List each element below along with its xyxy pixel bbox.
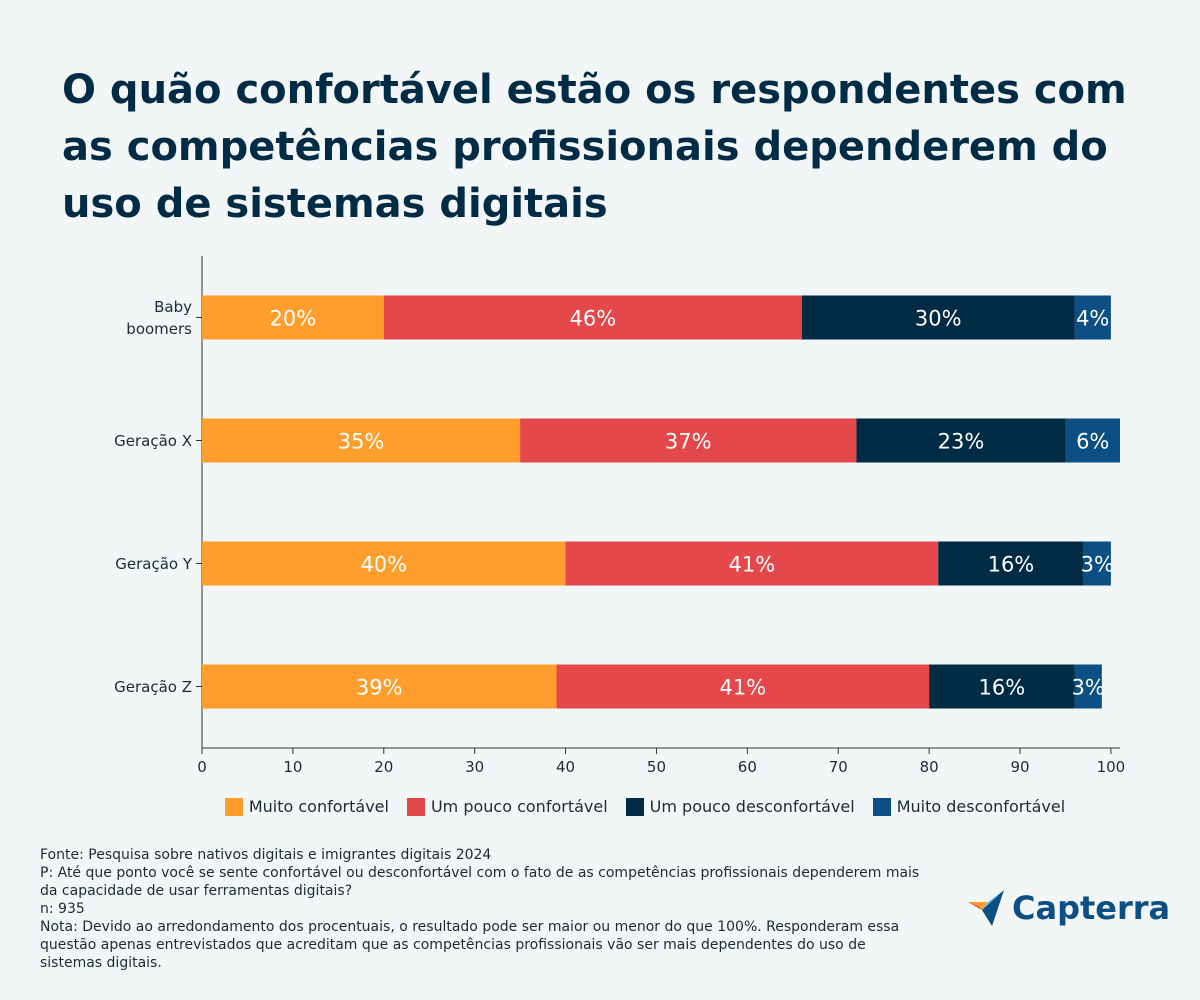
bar-segment	[856, 418, 1066, 463]
legend-item: Muito desconfortável	[872, 797, 1066, 816]
x-tick-label: 40	[556, 758, 575, 776]
x-tick-label: 100	[1097, 758, 1126, 776]
value-label: 3%	[1072, 676, 1105, 700]
value-label: 40%	[360, 553, 407, 577]
bar-segment	[938, 541, 1084, 586]
chart-title: O quão confortável estão os respondentes…	[62, 67, 1127, 227]
legend-item: Um pouco confortável	[406, 797, 608, 816]
x-tick-label: 20	[374, 758, 393, 776]
bar-segment	[1074, 664, 1102, 709]
legend-swatch	[872, 797, 891, 816]
legend-item: Um pouco desconfortável	[625, 797, 855, 816]
logo-text: Capterra	[1012, 889, 1171, 927]
legend-swatch	[625, 797, 644, 816]
y-tick-label: Geração Z	[114, 677, 192, 696]
bar-segment	[1065, 418, 1120, 463]
x-tick-label: 50	[647, 758, 666, 776]
bar-segment	[202, 664, 557, 709]
value-label: 6%	[1076, 430, 1109, 454]
logo-icon	[968, 890, 1004, 926]
x-tick-label: 70	[829, 758, 848, 776]
legend-label: Muito desconfortável	[896, 797, 1066, 816]
legend: Muito confortável Um pouco confortável Um …	[0, 797, 1200, 816]
note: Nota: Devido ao arredondamento dos proce…	[40, 919, 900, 971]
value-label: 30%	[915, 307, 962, 331]
bar-segment	[556, 664, 930, 709]
x-tick-label: 90	[1010, 758, 1029, 776]
y-tick-label: Geração X	[114, 431, 192, 450]
x-tick-label: 10	[283, 758, 302, 776]
legend-swatch	[406, 797, 425, 816]
bar-segment	[929, 664, 1075, 709]
bar-segment	[202, 418, 521, 463]
legend-label: Um pouco confortável	[430, 797, 608, 816]
bar-segment	[1083, 541, 1111, 586]
bar-segment	[520, 418, 857, 463]
bar-segment	[383, 295, 802, 340]
x-tick-label: 30	[465, 758, 484, 776]
bar-segment	[202, 295, 384, 340]
notes: Fonte: Pesquisa sobre nativos digitais e…	[40, 846, 920, 972]
value-label: 4%	[1076, 307, 1109, 331]
legend-swatch	[224, 797, 243, 816]
legend-item: Muito confortável	[224, 797, 389, 816]
bar-segment	[565, 541, 939, 586]
value-label: 3%	[1081, 553, 1114, 577]
value-label: 41%	[719, 676, 766, 700]
value-label: 46%	[569, 307, 616, 331]
x-tick-label: 80	[920, 758, 939, 776]
x-tick-label: 0	[197, 758, 207, 776]
value-label: 16%	[978, 676, 1025, 700]
bar-segment	[1074, 295, 1111, 340]
y-tick-label: Baby boomers	[126, 297, 192, 338]
value-label: 39%	[356, 676, 403, 700]
value-label: 35%	[338, 430, 385, 454]
note: n: 935	[40, 901, 85, 917]
bar-segment	[202, 541, 566, 586]
value-label: 20%	[270, 307, 317, 331]
value-label: 37%	[665, 430, 712, 454]
x-tick-label: 60	[738, 758, 757, 776]
y-tick-label: Geração Y	[115, 554, 192, 573]
value-label: 16%	[988, 553, 1035, 577]
legend-label: Muito confortável	[248, 797, 389, 816]
value-label: 41%	[729, 553, 776, 577]
legend-label: Um pouco desconfortável	[649, 797, 855, 816]
note: P: Até que ponto você se sente confortáv…	[40, 865, 920, 899]
note: Fonte: Pesquisa sobre nativos digitais e…	[40, 847, 492, 863]
logo: Capterra	[966, 888, 1170, 928]
value-label: 23%	[938, 430, 985, 454]
bar-segment	[801, 295, 1075, 340]
